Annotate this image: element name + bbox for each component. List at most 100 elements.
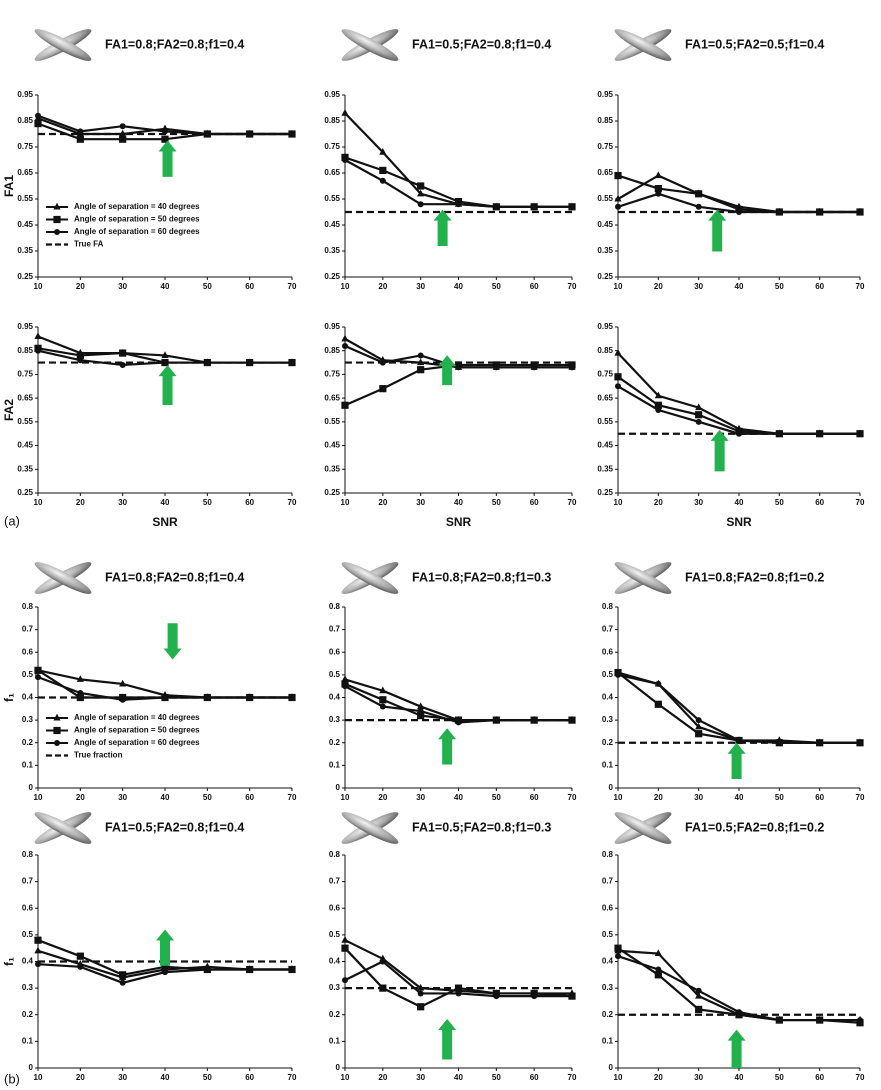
marker bbox=[342, 342, 348, 349]
y-tick-label: 0.65 bbox=[17, 168, 33, 177]
x-tick-label: 70 bbox=[856, 498, 865, 507]
x-tick-label: 40 bbox=[735, 282, 744, 291]
marker bbox=[736, 430, 742, 437]
x-tick-label: 50 bbox=[492, 1073, 501, 1082]
marker bbox=[655, 680, 662, 687]
marker bbox=[34, 332, 42, 340]
y-tick-label: 0.6 bbox=[22, 903, 34, 912]
legend-marker bbox=[53, 202, 61, 210]
marker bbox=[77, 128, 84, 135]
x-tick-label: 40 bbox=[735, 498, 744, 507]
marker bbox=[379, 696, 387, 704]
x-tick-label: 60 bbox=[815, 1073, 824, 1082]
marker bbox=[816, 1017, 823, 1024]
marker bbox=[695, 991, 703, 999]
x-tick-label: 40 bbox=[161, 793, 170, 802]
arrow bbox=[158, 140, 177, 177]
x-tick-label: 40 bbox=[454, 793, 463, 802]
marker bbox=[341, 401, 349, 409]
y-axis-label: FA1 bbox=[2, 175, 16, 197]
x-tick-label: 60 bbox=[245, 282, 254, 291]
marker bbox=[34, 120, 42, 128]
x-tick-label: 30 bbox=[694, 1073, 703, 1082]
y-tick-label: 0 bbox=[336, 783, 341, 792]
y-tick-label: 0.3 bbox=[602, 715, 614, 724]
marker bbox=[615, 203, 621, 210]
y-tick-label: 0.75 bbox=[324, 370, 340, 379]
marker bbox=[531, 203, 538, 210]
marker bbox=[289, 966, 295, 973]
y-tick-label: 0.45 bbox=[597, 220, 613, 229]
x-tick-label: 50 bbox=[203, 282, 212, 291]
y-tick-label: 0.65 bbox=[597, 393, 613, 402]
marker bbox=[161, 963, 169, 971]
y-tick-label: 0.95 bbox=[17, 322, 33, 331]
marker bbox=[119, 123, 126, 130]
marker bbox=[614, 373, 622, 381]
x-tick-label: 60 bbox=[815, 793, 824, 802]
marker bbox=[76, 135, 84, 143]
marker bbox=[695, 717, 702, 724]
x-tick-label: 70 bbox=[288, 1073, 297, 1082]
x-tick-label: 70 bbox=[288, 282, 297, 291]
x-tick-label: 50 bbox=[775, 1073, 784, 1082]
glyph bbox=[614, 29, 672, 61]
y-tick-label: 0.95 bbox=[597, 90, 613, 99]
y-tick-label: 0.45 bbox=[324, 220, 340, 229]
series-line bbox=[344, 363, 572, 407]
glyph bbox=[614, 812, 672, 844]
marker bbox=[246, 359, 253, 366]
y-tick-label: 0.2 bbox=[602, 738, 614, 747]
arrow bbox=[158, 365, 177, 406]
y-tick-label: 0.25 bbox=[324, 488, 340, 497]
y-tick-label: 0.6 bbox=[329, 903, 341, 912]
chart-title: FA1=0.5;FA2=0.5;f1=0.4 bbox=[685, 37, 824, 51]
y-tick-label: 0.4 bbox=[329, 957, 341, 966]
marker bbox=[695, 722, 703, 730]
y-tick-label: 0.85 bbox=[17, 116, 33, 125]
marker bbox=[289, 694, 295, 701]
marker bbox=[341, 109, 349, 116]
legend-label: Angle of separation = 60 degrees bbox=[74, 738, 200, 747]
marker bbox=[341, 944, 349, 952]
x-tick-label: 10 bbox=[614, 793, 623, 802]
y-tick-label: 0.6 bbox=[602, 903, 614, 912]
y-tick-label: 0.55 bbox=[324, 194, 340, 203]
marker bbox=[379, 984, 387, 992]
marker bbox=[119, 979, 126, 986]
marker bbox=[119, 361, 126, 368]
y-tick-label: 0.5 bbox=[602, 670, 614, 679]
marker bbox=[654, 171, 662, 179]
y-tick-label: 0.7 bbox=[602, 877, 614, 886]
marker bbox=[493, 364, 500, 371]
x-tick-label: 40 bbox=[161, 1073, 170, 1082]
marker bbox=[776, 430, 783, 437]
glyph bbox=[341, 29, 399, 61]
x-tick-label: 70 bbox=[568, 282, 577, 291]
arrow bbox=[438, 355, 457, 386]
marker bbox=[162, 969, 168, 976]
marker bbox=[76, 675, 84, 682]
marker bbox=[246, 966, 253, 973]
x-tick-label: 20 bbox=[378, 282, 387, 291]
marker bbox=[531, 993, 538, 1000]
y-tick-label: 0.5 bbox=[22, 670, 34, 679]
x-tick-label: 50 bbox=[775, 282, 784, 291]
x-axis-label: SNR bbox=[446, 515, 472, 529]
marker bbox=[569, 717, 575, 724]
marker bbox=[119, 129, 127, 137]
marker bbox=[119, 135, 127, 143]
marker bbox=[455, 719, 462, 726]
marker bbox=[736, 737, 742, 744]
y-tick-label: 0.85 bbox=[17, 346, 33, 355]
y-tick-label: 0.45 bbox=[17, 220, 33, 229]
y-tick-label: 0.95 bbox=[17, 90, 33, 99]
x-tick-label: 50 bbox=[492, 793, 501, 802]
marker bbox=[736, 209, 742, 215]
series-line bbox=[344, 678, 572, 722]
marker bbox=[695, 203, 702, 210]
y-tick-label: 0.35 bbox=[324, 464, 340, 473]
marker bbox=[776, 739, 783, 746]
x-tick-label: 10 bbox=[341, 282, 350, 291]
marker bbox=[417, 352, 424, 359]
